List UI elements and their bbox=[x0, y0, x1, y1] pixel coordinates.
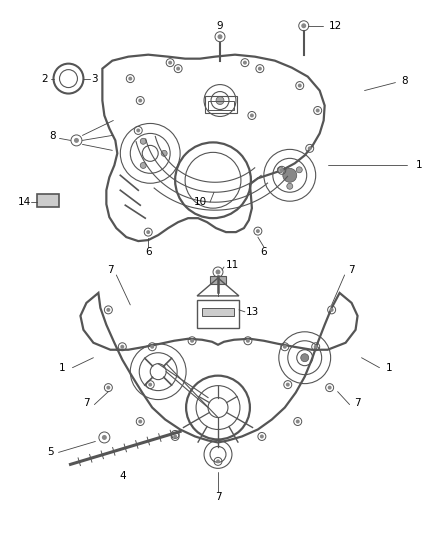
Circle shape bbox=[138, 419, 142, 424]
Text: 6: 6 bbox=[145, 247, 152, 257]
Bar bbox=[208, 101, 234, 110]
Circle shape bbox=[218, 34, 223, 39]
Text: 8: 8 bbox=[49, 132, 56, 141]
Text: 7: 7 bbox=[215, 492, 221, 502]
Circle shape bbox=[216, 459, 220, 463]
Text: 14: 14 bbox=[18, 197, 31, 207]
Text: 7: 7 bbox=[83, 398, 90, 408]
Circle shape bbox=[120, 345, 124, 349]
Text: 1: 1 bbox=[59, 362, 66, 373]
Text: 9: 9 bbox=[217, 21, 223, 31]
Circle shape bbox=[106, 308, 110, 312]
Circle shape bbox=[256, 229, 260, 233]
Circle shape bbox=[138, 99, 142, 102]
Text: 7: 7 bbox=[107, 265, 113, 275]
Circle shape bbox=[308, 147, 312, 150]
Circle shape bbox=[243, 61, 247, 64]
Circle shape bbox=[102, 435, 107, 440]
Circle shape bbox=[146, 230, 150, 234]
Text: 1: 1 bbox=[386, 362, 393, 373]
Circle shape bbox=[150, 345, 154, 349]
Circle shape bbox=[140, 163, 146, 168]
Text: 7: 7 bbox=[354, 398, 361, 408]
Circle shape bbox=[148, 383, 152, 386]
Circle shape bbox=[215, 270, 220, 274]
Circle shape bbox=[316, 109, 320, 112]
Circle shape bbox=[74, 138, 79, 143]
Text: 2: 2 bbox=[41, 74, 48, 84]
Circle shape bbox=[128, 77, 132, 80]
Circle shape bbox=[301, 23, 306, 28]
Circle shape bbox=[301, 354, 309, 362]
Text: 12: 12 bbox=[329, 21, 342, 31]
Circle shape bbox=[330, 308, 334, 312]
Bar bbox=[205, 95, 237, 114]
Circle shape bbox=[287, 183, 293, 189]
Text: 13: 13 bbox=[246, 307, 260, 317]
Circle shape bbox=[314, 345, 318, 349]
Text: 4: 4 bbox=[119, 471, 126, 481]
Circle shape bbox=[296, 419, 300, 424]
Text: 1: 1 bbox=[416, 160, 423, 171]
Bar bbox=[197, 300, 239, 328]
Circle shape bbox=[280, 168, 284, 172]
Circle shape bbox=[260, 434, 264, 439]
Circle shape bbox=[136, 128, 140, 132]
Circle shape bbox=[298, 84, 302, 87]
Text: 10: 10 bbox=[194, 197, 207, 207]
Circle shape bbox=[296, 167, 302, 173]
Circle shape bbox=[286, 383, 290, 386]
Text: 11: 11 bbox=[225, 260, 239, 270]
Circle shape bbox=[176, 67, 180, 71]
Bar bbox=[202, 308, 234, 316]
Circle shape bbox=[168, 61, 172, 64]
Circle shape bbox=[140, 138, 146, 144]
Text: 3: 3 bbox=[91, 74, 98, 84]
Circle shape bbox=[250, 114, 254, 117]
Circle shape bbox=[283, 345, 287, 349]
Circle shape bbox=[328, 385, 332, 390]
Text: 5: 5 bbox=[47, 447, 54, 457]
Circle shape bbox=[277, 167, 283, 173]
Text: 6: 6 bbox=[261, 247, 267, 257]
Circle shape bbox=[246, 339, 250, 343]
Circle shape bbox=[216, 96, 224, 104]
Text: 7: 7 bbox=[348, 265, 355, 275]
Circle shape bbox=[161, 150, 167, 156]
Bar bbox=[37, 194, 59, 207]
Circle shape bbox=[173, 434, 177, 439]
Text: 8: 8 bbox=[401, 76, 408, 86]
Circle shape bbox=[190, 339, 194, 343]
Circle shape bbox=[106, 385, 110, 390]
Circle shape bbox=[258, 67, 262, 71]
Bar bbox=[210, 276, 226, 284]
Circle shape bbox=[283, 168, 297, 182]
